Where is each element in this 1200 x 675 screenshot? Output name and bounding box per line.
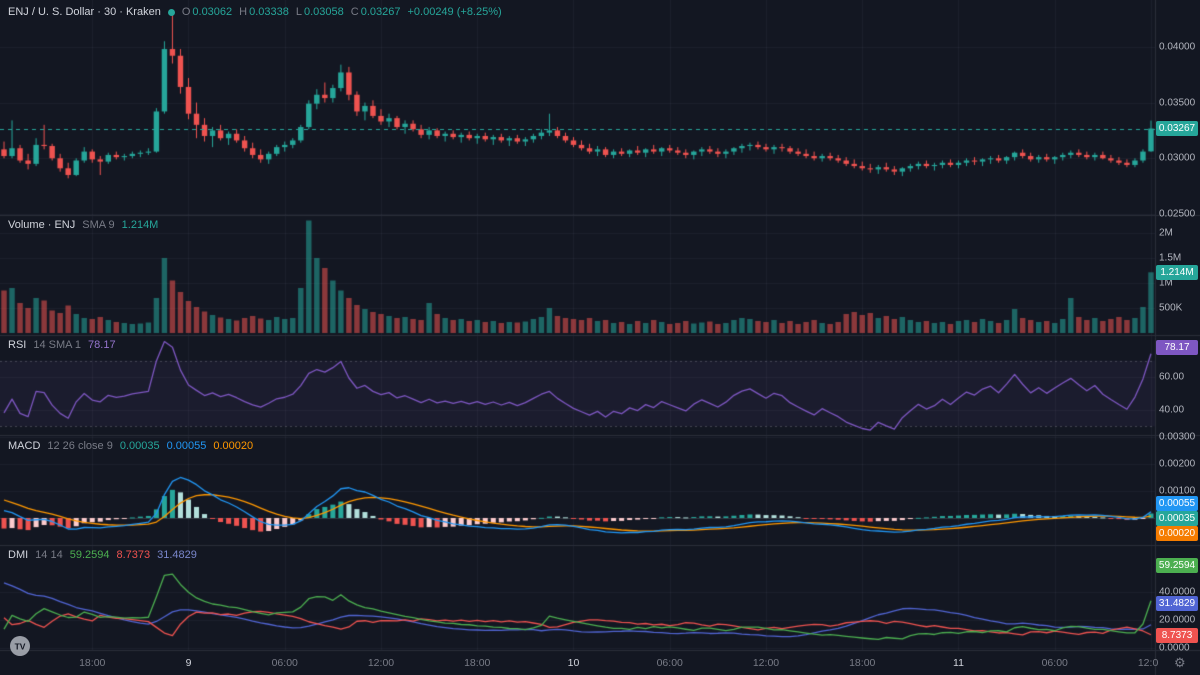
live-status-dot <box>167 8 175 16</box>
macd-hist-value: 0.00035 <box>119 440 160 452</box>
price-axis-label: 0.03500 <box>1159 97 1196 109</box>
time-label: 06:00 <box>1041 657 1068 669</box>
rsi-value: 78.17 <box>88 339 116 351</box>
rsi-title[interactable]: RSI <box>8 339 27 351</box>
price-axis-label: 0.02500 <box>1159 208 1196 220</box>
rsi-badge: 78.17 <box>1156 339 1198 355</box>
dmi-minus-di-badge: 8.7373 <box>1156 628 1198 644</box>
symbol-title[interactable]: ENJ / U. S. Dollar · 30 · Kraken <box>8 6 161 18</box>
dmi-plus-di-value: 59.2594 <box>69 549 110 561</box>
macd-signal-value: 0.00020 <box>213 440 254 452</box>
volume-axis-label: 500K <box>1159 302 1183 314</box>
time-label: 12:00 <box>367 657 395 669</box>
time-label-day: 11 <box>953 657 964 669</box>
price-axis-label: 0.03000 <box>1159 152 1196 164</box>
rsi-axis-label: 40.00 <box>1159 404 1185 416</box>
time-label: 18:00 <box>464 657 491 669</box>
macd-pane-header[interactable]: MACD 12 26 close 9 0.00035 0.00055 0.000… <box>8 440 253 452</box>
ohlc-open: O 0.03062 <box>181 6 233 18</box>
macd-axis-label: 0.00100 <box>1159 485 1196 497</box>
volume-axis-label: 2M <box>1159 227 1173 239</box>
dmi-axis-label: 40.0000 <box>1159 586 1196 598</box>
dmi-title[interactable]: DMI <box>8 549 29 561</box>
time-label-day: 9 <box>185 657 192 669</box>
time-label: 18:00 <box>849 657 876 669</box>
time-label: 06:00 <box>271 657 298 669</box>
time-label: 12:00 <box>1137 657 1158 669</box>
time-scale[interactable]: 18:00 9 06:00 12:00 18:00 10 06:00 12:00 18:00 11… <box>0 650 1200 675</box>
dmi-minus-di-value: 8.7373 <box>116 549 151 561</box>
time-label: 18:00 <box>79 657 106 669</box>
tradingview-logo[interactable]: TV <box>8 634 32 663</box>
macd-param: 12 26 close 9 <box>47 440 113 452</box>
price-axis-label: 0.04000 <box>1159 41 1196 53</box>
volume-title[interactable]: Volume · ENJ <box>8 219 76 231</box>
volume-pane-header[interactable]: Volume · ENJ SMA 9 1.214M <box>8 219 158 231</box>
macd-line-value: 0.00055 <box>166 440 207 452</box>
dmi-adx-badge: 31.4829 <box>1156 596 1198 612</box>
dmi-plus-di-badge: 59.2594 <box>1156 557 1198 573</box>
last-price-badge: 0.03267 <box>1156 121 1198 136</box>
dmi-axis-label: 0.0000 <box>1159 642 1190 654</box>
dmi-adx-value: 31.4829 <box>157 549 197 561</box>
rsi-param: 14 SMA 1 <box>33 339 82 351</box>
dmi-pane-header[interactable]: DMI 14 14 59.2594 8.7373 31.4829 <box>8 549 197 561</box>
settings-gear-icon[interactable]: ⚙ <box>1174 655 1186 670</box>
time-label: 06:00 <box>656 657 683 669</box>
rsi-axis-label: 60.00 <box>1159 371 1185 383</box>
macd-title[interactable]: MACD <box>8 440 41 452</box>
macd-line-badge: 0.00055 <box>1156 495 1198 511</box>
ohlc-close: C 0.03267 <box>350 6 401 18</box>
ohlc-low: L 0.03058 <box>295 6 344 18</box>
macd-axis-label: 0.00300 <box>1159 431 1196 443</box>
time-label: 12:00 <box>752 657 780 669</box>
volume-axis-label: 1.5M <box>1159 252 1182 264</box>
macd-signal-badge: 0.00020 <box>1156 525 1198 541</box>
dmi-param: 14 14 <box>35 549 63 561</box>
svg-text:TV: TV <box>15 642 26 652</box>
macd-axis-label: 0.00200 <box>1159 458 1196 470</box>
price-change: +0.00249 (+8.25%) <box>407 6 502 18</box>
ohlc-high: H 0.03338 <box>239 6 289 18</box>
volume-badge: 1.214M <box>1156 264 1198 280</box>
dmi-axis-label: 20.0000 <box>1159 614 1196 626</box>
rsi-pane-header[interactable]: RSI 14 SMA 1 78.17 <box>8 339 116 351</box>
volume-value: 1.214M <box>121 219 159 231</box>
time-label-day: 10 <box>567 657 580 669</box>
volume-param: SMA 9 <box>82 219 115 231</box>
volume-axis-label: 1M <box>1159 277 1173 289</box>
macd-hist-badge: 0.00035 <box>1156 510 1198 526</box>
price-pane-header[interactable]: ENJ / U. S. Dollar · 30 · Kraken O 0.0306… <box>8 6 502 18</box>
time-labels: 18:00 9 06:00 12:00 18:00 10 06:00 12:00 18:00 11… <box>0 650 1158 675</box>
